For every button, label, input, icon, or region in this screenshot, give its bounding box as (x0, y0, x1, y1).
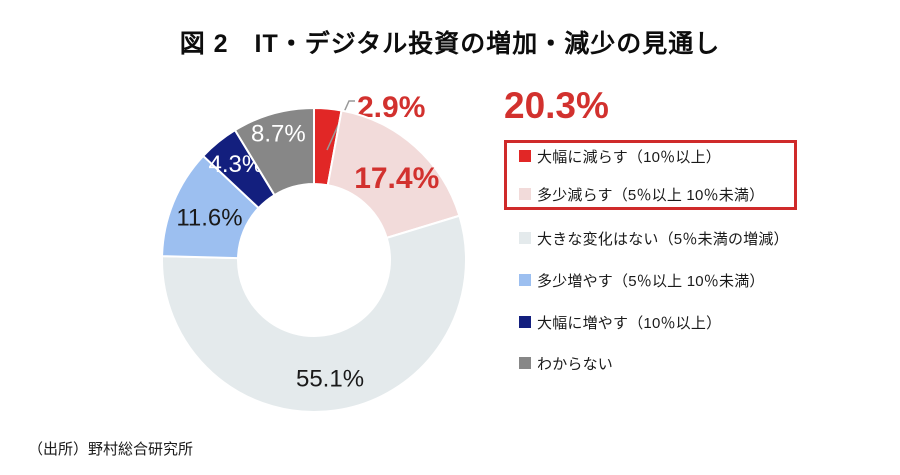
legend-item-4: 大幅に増やす（10％以上） (519, 314, 722, 332)
callout-leader-line (326, 100, 355, 151)
legend-item-0: 大幅に減らす（10％以上） (519, 148, 721, 166)
donut-slice-2 (161, 214, 467, 413)
legend-item-5: わからない (519, 355, 614, 373)
legend-swatch (519, 316, 531, 328)
source-note: （出所）野村総合研究所 (28, 441, 194, 458)
legend-item-label: 大きな変化はない（5％未満の増減） (537, 230, 789, 248)
legend-swatch (519, 274, 531, 286)
slice-label-1: 17.4% (354, 162, 439, 195)
slice-label-5: 8.7% (251, 120, 306, 147)
slice-label-2: 55.1% (296, 365, 364, 392)
legend-item-label: 多少増やす（5％以上 10％未満） (537, 272, 765, 290)
slice-label-3: 11.6% (176, 204, 242, 231)
legend-swatch (519, 150, 531, 162)
legend-item-3: 多少増やす（5％以上 10％未満） (519, 272, 765, 290)
donut-slice-1 (326, 109, 461, 239)
legend-swatch (519, 188, 531, 200)
legend-highlight-box (504, 140, 797, 210)
legend-swatch (519, 357, 531, 369)
legend-item-label: わからない (537, 355, 614, 373)
total-percentage-label: 20.3% (504, 85, 609, 126)
legend-item-label: 多少減らす（5％以上 10％未満） (537, 186, 765, 204)
legend-item-1: 多少減らす（5％以上 10％未満） (519, 186, 765, 204)
legend-swatch (519, 232, 531, 244)
figure-title: 図 2 IT・デジタル投資の増加・減少の見通し (179, 30, 721, 58)
legend-item-2: 大きな変化はない（5％未満の増減） (519, 230, 789, 248)
donut-slice-5 (233, 107, 315, 197)
legend-item-label: 大幅に増やす（10％以上） (537, 314, 722, 332)
legend-item-label: 大幅に減らす（10％以上） (537, 148, 721, 166)
